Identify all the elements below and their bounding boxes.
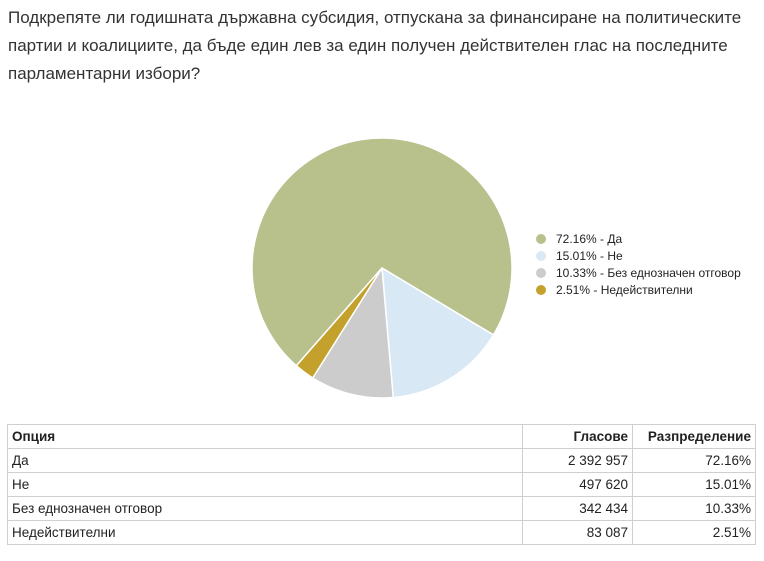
- cell-option: Недействителни: [6, 520, 524, 545]
- header-votes: Гласове: [522, 424, 633, 449]
- results-table: Опция Гласове Разпределение Да 2 392 957…: [6, 424, 756, 545]
- legend-label: 2.51% - Недействителни: [556, 282, 693, 297]
- cell-distribution: 2.51%: [632, 520, 756, 545]
- cell-distribution: 15.01%: [632, 472, 756, 497]
- header-distribution: Разпределение: [632, 424, 756, 449]
- cell-distribution: 72.16%: [632, 448, 756, 473]
- legend-item: 72.16% - Да: [536, 230, 741, 247]
- table-row: Да 2 392 957 72.16%: [6, 448, 756, 473]
- table-header-row: Опция Гласове Разпределение: [6, 424, 756, 449]
- cell-votes: 497 620: [522, 472, 633, 497]
- pie-slice-4: [295, 267, 383, 379]
- legend-marker: [536, 284, 546, 295]
- legend-marker: [536, 233, 546, 244]
- pie-chart: [251, 137, 513, 399]
- header-option: Опция: [6, 424, 524, 449]
- legend-item: 10.33% - Без еднозначен отговор: [536, 264, 741, 281]
- table-row: Без еднозначен отговор 342 434 10.33%: [6, 496, 756, 521]
- cell-votes: 2 392 957: [522, 448, 633, 473]
- legend-item: 15.01% - Не: [536, 247, 741, 264]
- cell-option: Не: [6, 472, 524, 497]
- cell-option: Без еднозначен отговор: [6, 496, 524, 521]
- pie-slice-3: [311, 267, 395, 399]
- legend-label: 72.16% - Да: [556, 231, 623, 246]
- poll-question: Подкрепяте ли годишната държавна субсиди…: [8, 8, 742, 83]
- pie-slices: [251, 137, 513, 399]
- cell-votes: 342 434: [522, 496, 633, 521]
- legend-label: 10.33% - Без еднозначен отговор: [556, 265, 741, 280]
- cell-distribution: 10.33%: [632, 496, 756, 521]
- pie-slice-2: [381, 267, 495, 399]
- cell-votes: 83 087: [522, 520, 633, 545]
- table-row: Недействителни 83 087 2.51%: [6, 520, 756, 545]
- legend-marker: [536, 250, 546, 261]
- pie-slice-1: [251, 137, 513, 367]
- cell-option: Да: [6, 448, 524, 473]
- chart-legend: 72.16% - Да 15.01% - Не 10.33% - Без едн…: [536, 230, 741, 298]
- legend-label: 15.01% - Не: [556, 248, 623, 263]
- legend-marker: [536, 267, 546, 278]
- legend-item: 2.51% - Недействителни: [536, 281, 741, 298]
- table-row: Не 497 620 15.01%: [6, 472, 756, 497]
